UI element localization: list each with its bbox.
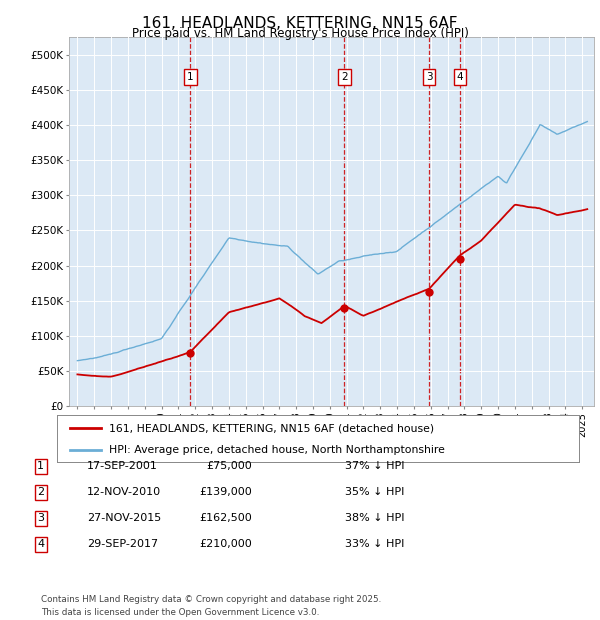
Text: 4: 4 bbox=[37, 539, 44, 549]
Text: £210,000: £210,000 bbox=[199, 539, 252, 549]
Text: £75,000: £75,000 bbox=[206, 461, 252, 471]
Text: 2: 2 bbox=[341, 73, 348, 82]
Text: 37% ↓ HPI: 37% ↓ HPI bbox=[345, 461, 404, 471]
Text: 33% ↓ HPI: 33% ↓ HPI bbox=[345, 539, 404, 549]
Text: Contains HM Land Registry data © Crown copyright and database right 2025.
This d: Contains HM Land Registry data © Crown c… bbox=[41, 595, 381, 617]
Text: 3: 3 bbox=[37, 513, 44, 523]
Text: 3: 3 bbox=[426, 73, 433, 82]
Text: 29-SEP-2017: 29-SEP-2017 bbox=[87, 539, 158, 549]
Text: £139,000: £139,000 bbox=[199, 487, 252, 497]
Text: 1: 1 bbox=[37, 461, 44, 471]
Text: 12-NOV-2010: 12-NOV-2010 bbox=[87, 487, 161, 497]
Text: 161, HEADLANDS, KETTERING, NN15 6AF: 161, HEADLANDS, KETTERING, NN15 6AF bbox=[142, 16, 458, 30]
Text: 17-SEP-2001: 17-SEP-2001 bbox=[87, 461, 158, 471]
Text: 1: 1 bbox=[187, 73, 194, 82]
Text: 4: 4 bbox=[457, 73, 464, 82]
Text: 161, HEADLANDS, KETTERING, NN15 6AF (detached house): 161, HEADLANDS, KETTERING, NN15 6AF (det… bbox=[109, 423, 434, 433]
Text: £162,500: £162,500 bbox=[199, 513, 252, 523]
Text: HPI: Average price, detached house, North Northamptonshire: HPI: Average price, detached house, Nort… bbox=[109, 445, 445, 455]
Text: Price paid vs. HM Land Registry's House Price Index (HPI): Price paid vs. HM Land Registry's House … bbox=[131, 27, 469, 40]
Text: 35% ↓ HPI: 35% ↓ HPI bbox=[345, 487, 404, 497]
Text: 2: 2 bbox=[37, 487, 44, 497]
Text: 27-NOV-2015: 27-NOV-2015 bbox=[87, 513, 161, 523]
Text: 38% ↓ HPI: 38% ↓ HPI bbox=[345, 513, 404, 523]
